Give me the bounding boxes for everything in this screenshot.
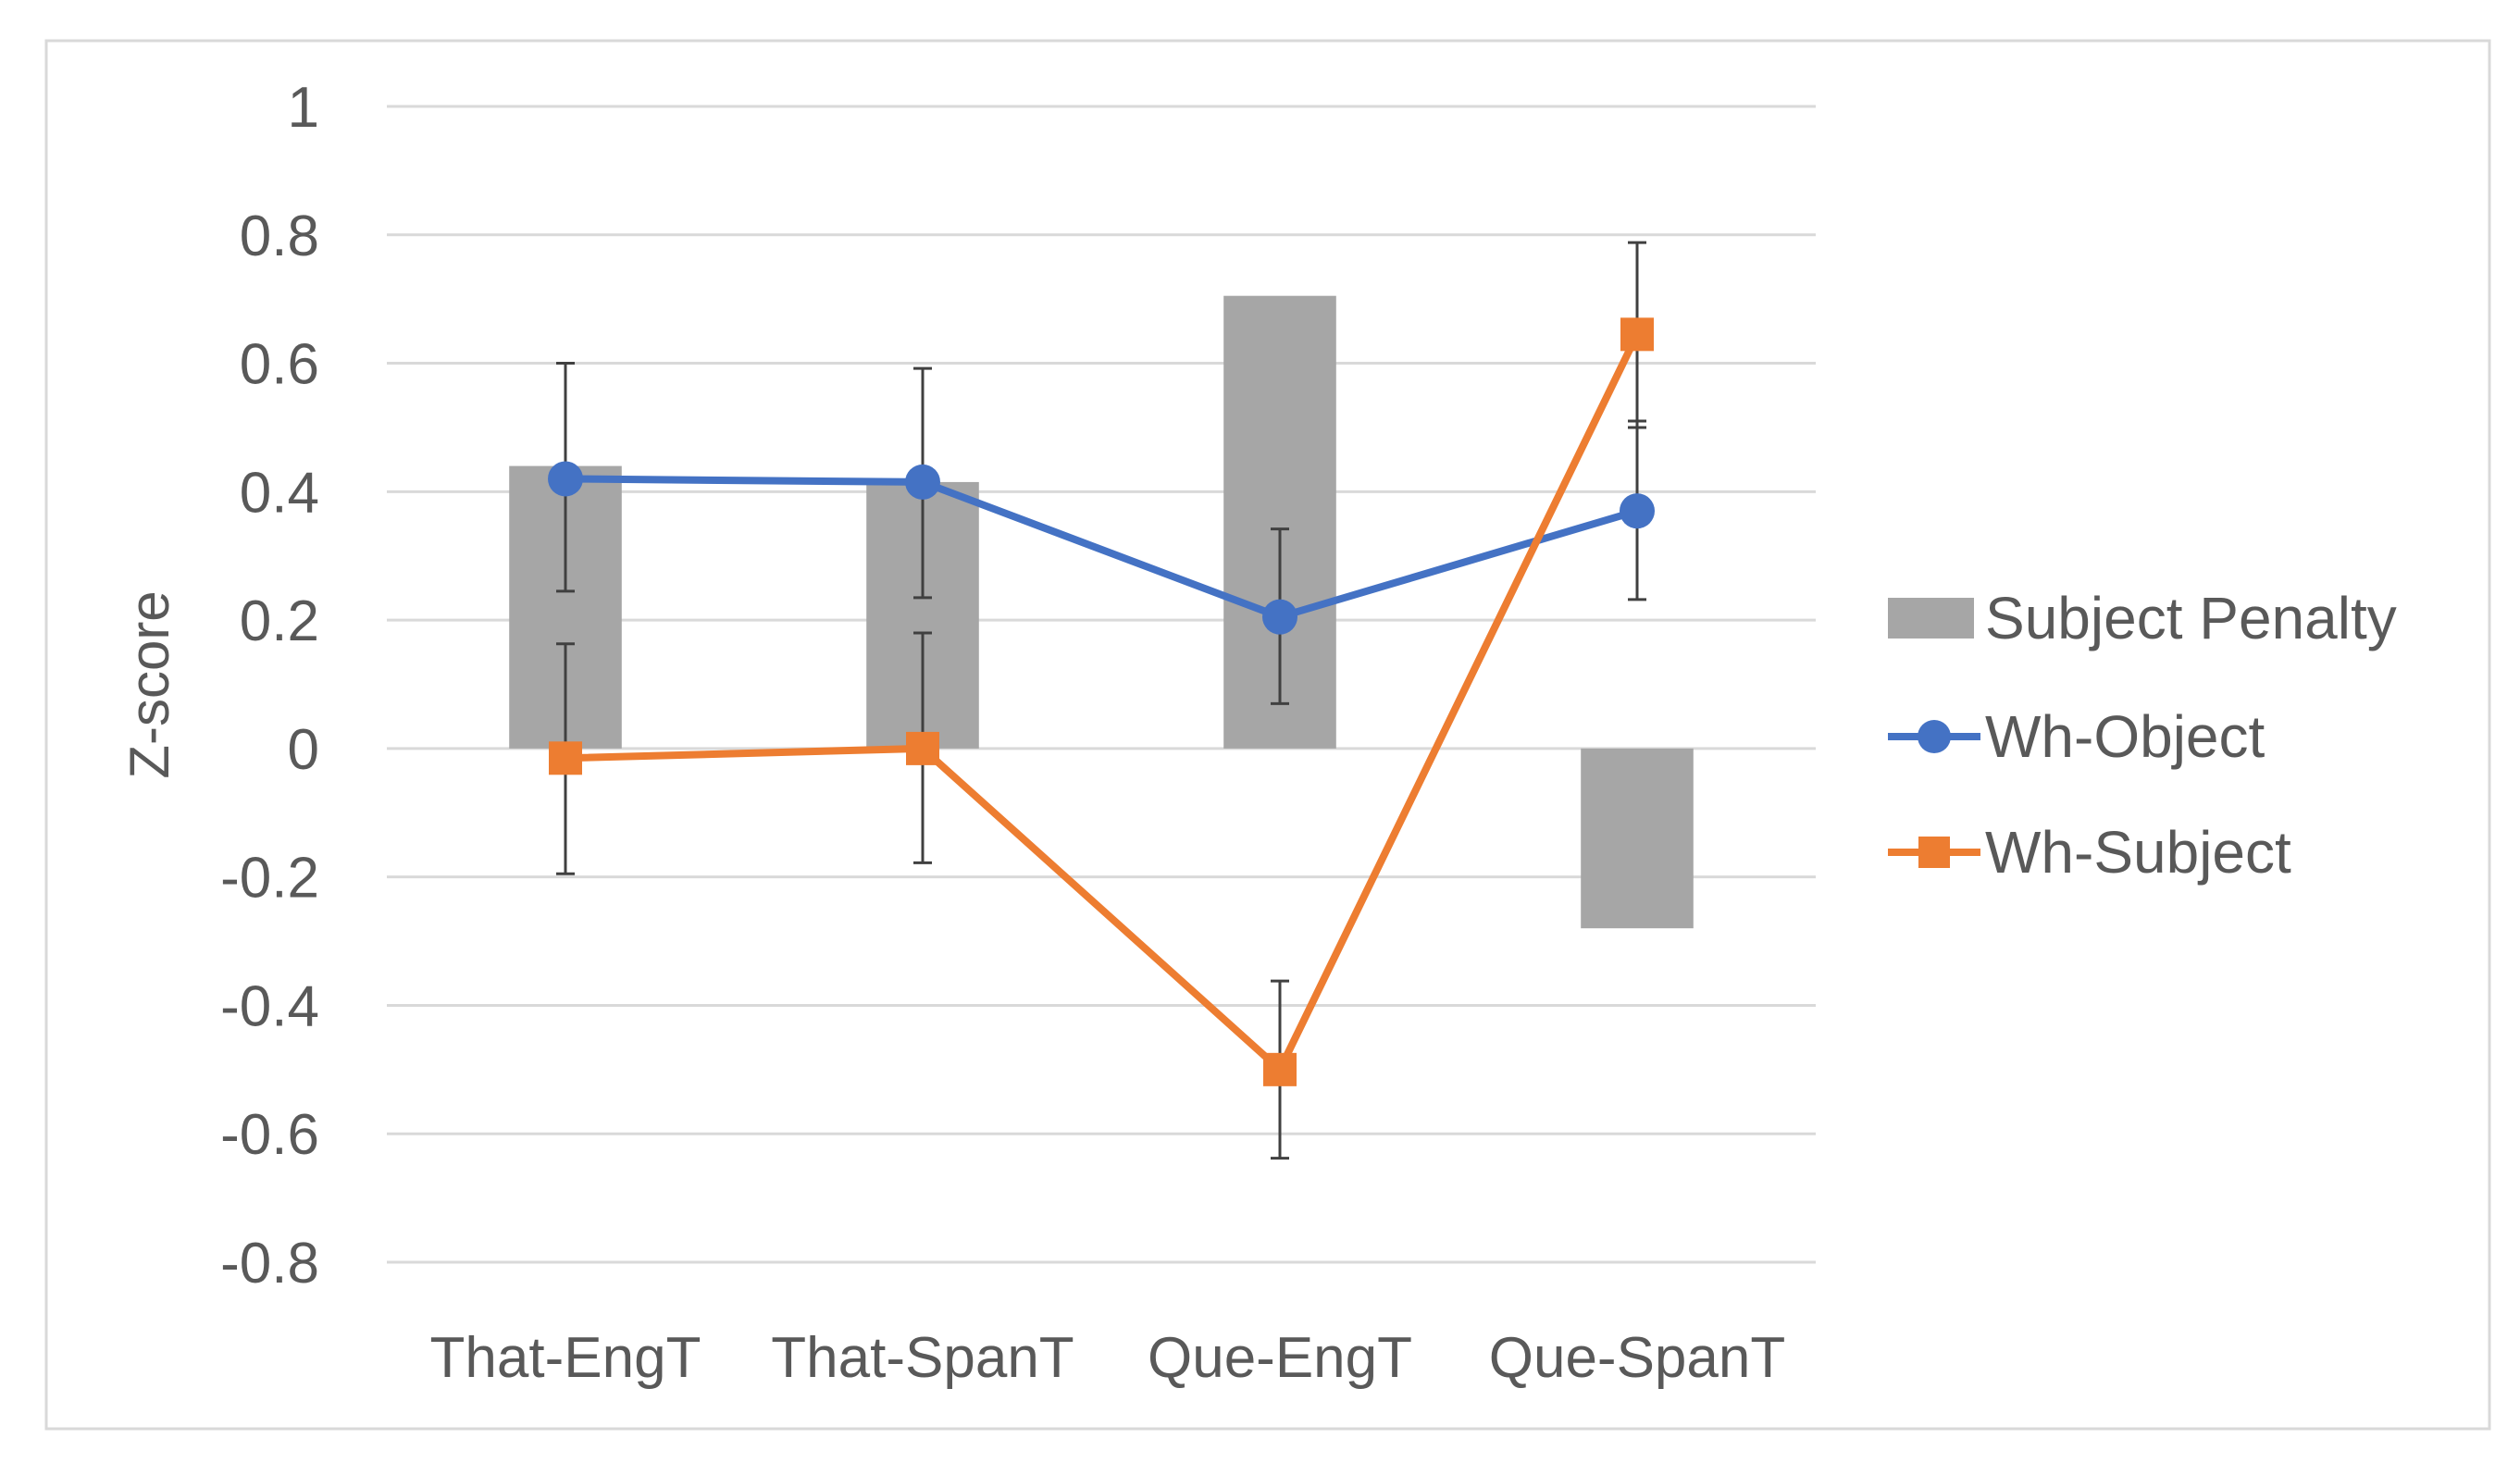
y-axis-label: Z-score xyxy=(118,590,180,778)
y-tick-label: -0.6 xyxy=(220,1103,319,1167)
data-point xyxy=(905,464,940,500)
x-tick-label: Que-EngT xyxy=(1148,1326,1412,1390)
y-tick-label: -0.2 xyxy=(220,847,319,911)
y-tick-label: 0.6 xyxy=(240,333,319,397)
y-tick-label: 0.8 xyxy=(240,205,319,268)
legend-label: Wh-Subject xyxy=(1985,819,2291,886)
legend-marker xyxy=(1918,720,1951,753)
series-line xyxy=(565,475,1639,621)
y-tick-label: 0.4 xyxy=(240,461,319,525)
x-tick-label: Que-SpanT xyxy=(1489,1326,1786,1390)
y-tick-label: 0.2 xyxy=(240,589,319,653)
line-markers xyxy=(548,317,1655,1086)
legend: Subject Penalty Wh-Object Wh-Subject xyxy=(1888,585,2397,886)
data-point xyxy=(549,741,582,775)
legend-label: Wh-Object xyxy=(1985,703,2266,770)
bar xyxy=(1581,748,1694,929)
x-tick-label: That-EngT xyxy=(430,1326,701,1390)
data-point xyxy=(1263,1052,1297,1086)
legend-label: Subject Penalty xyxy=(1985,585,2397,651)
x-tick-label: That-SpanT xyxy=(771,1326,1074,1390)
x-tick-labels: That-EngT That-SpanT Que-EngT Que-SpanT xyxy=(430,1326,1786,1390)
y-tick-label: -0.8 xyxy=(220,1232,319,1296)
data-point xyxy=(906,731,939,765)
data-point xyxy=(1262,599,1297,635)
gridlines xyxy=(387,105,1816,1264)
legend-marker xyxy=(1918,837,1950,868)
y-tick-label: -0.4 xyxy=(220,974,319,1038)
y-tick-labels: 1 0.8 0.6 0.4 0.2 0 -0.2 -0.4 -0.6 -0.8 xyxy=(220,76,319,1296)
legend-swatch xyxy=(1888,598,1974,639)
y-tick-label: 1 xyxy=(288,76,319,140)
data-point xyxy=(1620,493,1655,529)
line-series xyxy=(565,332,1641,1073)
data-point xyxy=(1620,317,1654,352)
bar-series xyxy=(509,295,1694,929)
series-line xyxy=(565,332,1641,1073)
y-tick-label: 0 xyxy=(288,718,319,782)
data-point xyxy=(548,461,583,497)
